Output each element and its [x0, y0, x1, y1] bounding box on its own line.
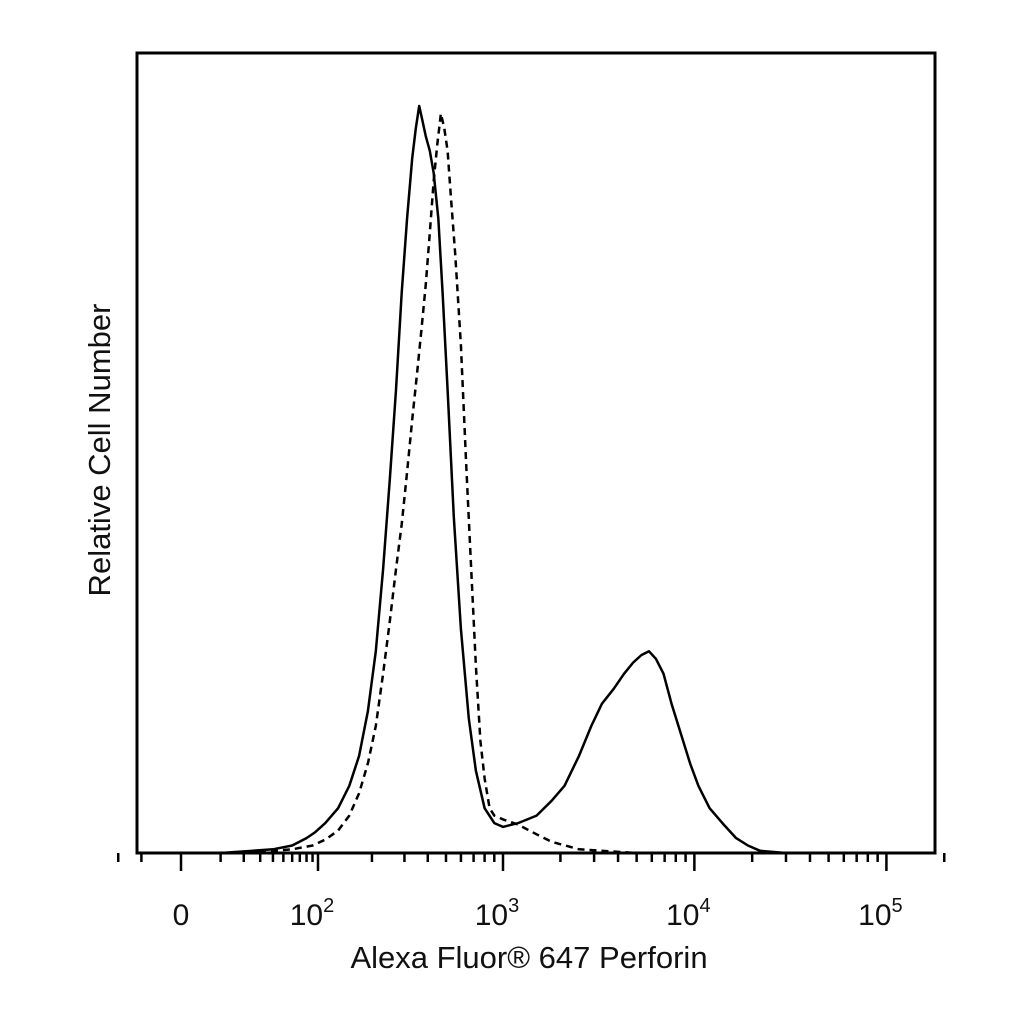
x-axis-label: Alexa Fluor® 647 Perforin [350, 940, 707, 975]
x-tick-label: 0 [173, 899, 190, 932]
y-axis-label: Relative Cell Number [82, 304, 117, 597]
x-tick-label: 103 [475, 895, 520, 932]
series-line-solid [139, 104, 933, 855]
x-tick-label: 105 [858, 895, 903, 932]
plot-frame [135, 51, 937, 855]
x-tick-label: 102 [290, 895, 335, 932]
x-tick-label: 104 [666, 895, 711, 932]
tick-label-group: 0 102 103 104 105 [173, 895, 903, 932]
series-line-dashed [139, 112, 933, 855]
series-group [139, 104, 933, 855]
minor-tick-group [116, 853, 946, 871]
